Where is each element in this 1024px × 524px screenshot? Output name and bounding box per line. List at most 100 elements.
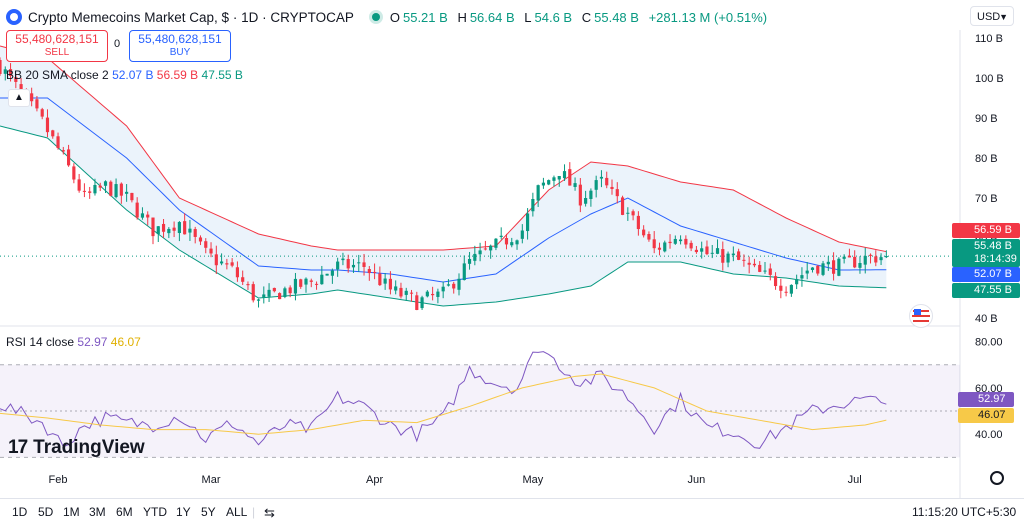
candle-body: [98, 185, 102, 188]
bb-legend[interactable]: BB 20 SMA close 2 52.07 B 56.59 B 47.55 …: [6, 68, 243, 82]
date-range-icon[interactable]: ⇆: [264, 505, 275, 520]
rsi-legend-label: RSI 14 close: [6, 335, 75, 349]
candle-body: [826, 261, 830, 265]
rsi-legend[interactable]: RSI 14 close 52.97 46.07: [6, 335, 141, 349]
candle-body: [547, 180, 551, 185]
candle-body: [773, 276, 778, 287]
timeframe-5y-button[interactable]: 5Y: [201, 505, 216, 519]
collapse-legend-button[interactable]: ▲: [8, 89, 30, 107]
rsi-tick-label: 60.00: [975, 383, 1003, 395]
price-tick-label: 110 B: [975, 33, 1003, 45]
timeframe-5d-button[interactable]: 5D: [38, 505, 54, 519]
symbol-header: Crypto Memecoins Market Cap, $ · 1D · CR…: [6, 6, 770, 28]
candle-body: [109, 181, 113, 196]
candle-body: [214, 254, 218, 266]
candle-body: [504, 238, 509, 245]
candle-body: [357, 262, 361, 264]
candle-body: [868, 254, 873, 256]
candle-body: [146, 214, 150, 218]
candle-body: [515, 240, 519, 245]
candle-body: [51, 130, 55, 137]
candle-body: [652, 239, 656, 249]
candle-body: [599, 176, 604, 179]
rsi-tick-label: 40.00: [975, 429, 1003, 441]
candle-body: [56, 136, 60, 149]
candle-body: [288, 287, 292, 294]
candle-body: [668, 241, 672, 244]
time-axis-label: Mar: [202, 474, 221, 486]
candle-body: [589, 190, 593, 199]
candle-body: [821, 263, 825, 275]
candle-body: [647, 234, 651, 240]
candle-body: [747, 262, 751, 265]
candle-body: [499, 235, 503, 237]
candle-body: [494, 238, 498, 248]
timeframe-1m-button[interactable]: 1M: [63, 505, 80, 519]
candle-body: [383, 278, 387, 284]
timeframe-3m-button[interactable]: 3M: [89, 505, 106, 519]
candle-body: [795, 279, 799, 285]
candle-body: [241, 277, 245, 282]
bb-legend-label: BB 20 SMA close 2: [6, 68, 109, 82]
candle-body: [188, 228, 192, 233]
candle-body: [446, 284, 451, 286]
candle-body: [626, 212, 630, 214]
rsi-tick-label: 80.00: [975, 337, 1003, 349]
rsi-line: [0, 351, 887, 449]
us-flag-icon[interactable]: [909, 304, 933, 328]
candle-body: [341, 258, 345, 261]
bb-legend-lower: 47.55 B: [201, 68, 243, 82]
candle-body: [473, 253, 477, 261]
bottom-toolbar: 1D 5D 1M 3M 6M YTD 1Y 5Y ALL | ⇆ 11:15:2…: [0, 498, 1024, 524]
market-status-icon[interactable]: [371, 13, 380, 21]
sell-button[interactable]: 55,480,628,151 SELL: [6, 30, 108, 62]
candle-body: [167, 228, 171, 234]
rsi-tag: 52.97: [958, 392, 1014, 407]
candle-body: [114, 184, 118, 198]
candle-body: [320, 274, 324, 285]
rsi-ma-line: [0, 373, 887, 435]
spread-value: 0: [114, 38, 121, 50]
timeframe-all-button[interactable]: ALL: [226, 505, 248, 519]
buy-button[interactable]: 55,480,628,151 BUY: [129, 30, 231, 62]
candle-body: [367, 269, 371, 274]
bb-legend-upper: 56.59 B: [156, 68, 199, 82]
close-price-tag: 55.48 B 18:14:39: [952, 239, 1020, 267]
candle-body: [663, 242, 667, 252]
candle-body: [810, 267, 815, 270]
candle-body: [14, 77, 18, 82]
candle-body: [67, 149, 71, 166]
currency-select[interactable]: USD ▼: [970, 6, 1014, 26]
candle-body: [610, 186, 614, 189]
candle-body: [636, 215, 640, 230]
timeframe-6m-button[interactable]: 6M: [116, 505, 133, 519]
candle-body: [362, 262, 366, 267]
timeframe-1d-button[interactable]: 1D: [12, 505, 28, 519]
timeframe-1y-button[interactable]: 1Y: [176, 505, 191, 519]
gear-icon[interactable]: [990, 471, 1004, 485]
candle-body: [45, 117, 50, 133]
currency-label: USD: [977, 11, 1001, 23]
candle-body: [837, 258, 841, 276]
bollinger-bands: [0, 45, 960, 307]
candle-body: [874, 256, 878, 263]
candle-body: [156, 226, 160, 235]
candle-body: [404, 290, 408, 295]
tradingview-logo[interactable]: 17 TradingView: [8, 437, 145, 459]
candle-body: [605, 177, 609, 186]
candle-body: [193, 229, 197, 237]
chevron-down-icon: ▼: [999, 12, 1008, 22]
candle-body: [715, 248, 720, 254]
candle-body: [578, 184, 582, 206]
timeframe-ytd-button[interactable]: YTD: [143, 505, 167, 519]
candle-body: [816, 265, 820, 274]
time-axis-label: Apr: [366, 474, 383, 486]
candle-body: [478, 250, 482, 255]
candle-body: [409, 292, 414, 294]
candle-body: [388, 278, 392, 290]
candle-body: [573, 183, 577, 187]
candle-body: [520, 230, 524, 239]
symbol-title[interactable]: Crypto Memecoins Market Cap, $ · 1D · CR…: [28, 9, 354, 25]
clock-readout[interactable]: 11:15:20 UTC+5:30: [912, 505, 1017, 519]
